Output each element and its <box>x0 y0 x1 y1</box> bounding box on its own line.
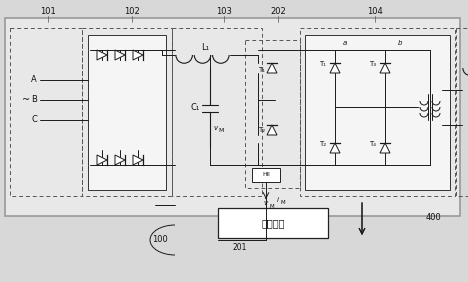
Text: v: v <box>214 125 218 131</box>
Text: v: v <box>264 200 268 206</box>
Bar <box>5 18 460 216</box>
Text: 101: 101 <box>40 8 56 17</box>
Text: M: M <box>270 204 274 208</box>
Polygon shape <box>380 143 390 153</box>
Text: 103: 103 <box>216 8 232 17</box>
Text: L₁: L₁ <box>201 43 209 52</box>
Text: C₁: C₁ <box>190 103 200 113</box>
Text: B: B <box>31 96 37 105</box>
Polygon shape <box>97 50 107 60</box>
Text: T₂: T₂ <box>320 141 327 147</box>
Text: T₁: T₁ <box>258 67 265 73</box>
Text: T₁: T₁ <box>320 61 327 67</box>
Polygon shape <box>97 155 107 165</box>
Text: 100: 100 <box>152 235 168 244</box>
Bar <box>456 28 468 196</box>
Bar <box>305 35 450 190</box>
Bar <box>88 35 166 190</box>
Polygon shape <box>115 50 125 60</box>
Polygon shape <box>380 63 390 73</box>
Text: HⅡ: HⅡ <box>262 173 270 177</box>
Text: 400: 400 <box>425 213 441 221</box>
Bar <box>245 40 300 188</box>
Text: 201: 201 <box>233 243 247 252</box>
Bar <box>10 28 82 196</box>
Text: a: a <box>343 40 347 46</box>
Bar <box>82 28 172 196</box>
Text: C: C <box>31 116 37 124</box>
Polygon shape <box>133 50 143 60</box>
Text: M: M <box>218 129 224 133</box>
Text: i: i <box>277 197 279 203</box>
Text: b: b <box>398 40 402 46</box>
Text: M: M <box>281 201 285 206</box>
Text: 202: 202 <box>270 8 286 17</box>
Polygon shape <box>267 63 277 73</box>
Bar <box>218 208 328 238</box>
Bar <box>252 168 280 182</box>
Text: T₃: T₃ <box>370 61 376 67</box>
Polygon shape <box>267 125 277 135</box>
Bar <box>172 28 262 196</box>
Polygon shape <box>330 143 340 153</box>
Text: 驱动电路: 驱动电路 <box>261 218 285 228</box>
Text: ~: ~ <box>22 95 30 105</box>
Text: T₄: T₄ <box>370 141 376 147</box>
Polygon shape <box>115 155 125 165</box>
Text: T₂: T₂ <box>258 127 265 133</box>
Bar <box>300 28 455 196</box>
Text: 104: 104 <box>367 8 383 17</box>
Polygon shape <box>133 155 143 165</box>
Text: A: A <box>31 76 37 85</box>
Text: 102: 102 <box>124 8 140 17</box>
Polygon shape <box>330 63 340 73</box>
